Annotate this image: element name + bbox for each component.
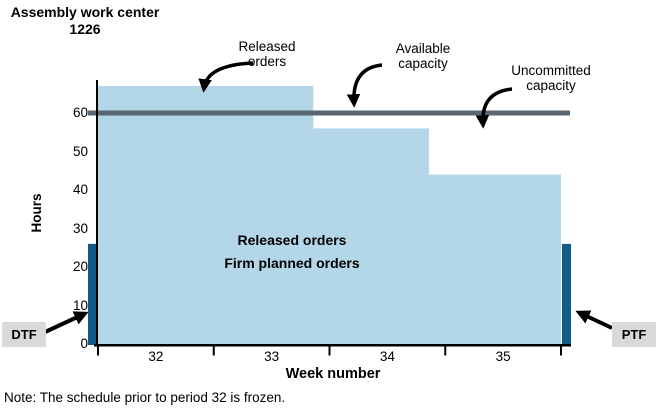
released-firm-orders-area <box>98 86 561 345</box>
x-tick-mark <box>97 346 99 356</box>
chart-title-line1: Assembly work center <box>10 4 160 20</box>
area-label-released-orders: Released orders <box>237 232 347 248</box>
y-tick-label-10: 10 <box>72 297 88 313</box>
y-tick-label-50: 50 <box>72 143 88 159</box>
footnote: Note: The schedule prior to period 32 is… <box>4 390 286 405</box>
y-tick-label-30: 30 <box>72 220 88 236</box>
ptf-arrow <box>575 310 613 330</box>
uncommitted-capacity-annotation: Uncommitted capacity <box>496 63 606 93</box>
y-axis-title: Hours <box>29 193 44 233</box>
released-orders-annotation-line1: Released <box>238 39 296 54</box>
x-tick-mark <box>560 346 562 356</box>
available-capacity-annotation-line2: capacity <box>398 56 448 71</box>
uncommitted-capacity-arrow <box>475 87 513 129</box>
ptf-fence-bar <box>562 243 571 345</box>
x-tick-label-35: 35 <box>495 349 511 364</box>
x-tick-mark <box>328 346 331 356</box>
uncommitted-capacity-annotation-line1: Uncommitted <box>511 63 591 78</box>
x-tick-label-32: 32 <box>148 349 164 364</box>
x-tick-label-33: 33 <box>264 349 280 364</box>
y-tick-label-60: 60 <box>72 105 88 120</box>
available-capacity-line <box>88 110 570 116</box>
chart-geometry <box>88 80 571 356</box>
x-tick-mark <box>212 346 215 356</box>
released-orders-annotation-line2: orders <box>247 54 287 69</box>
dtf-label-box: DTF <box>2 322 46 347</box>
annotation-arrows <box>44 61 613 334</box>
uncommitted-capacity-annotation-line2: capacity <box>526 78 576 93</box>
y-tick-label-20: 20 <box>72 259 88 274</box>
available-capacity-arrow <box>346 63 383 108</box>
released-orders-annotation: Released orders <box>217 39 317 69</box>
x-tick-label-34: 34 <box>379 349 395 364</box>
available-capacity-annotation: Available capacity <box>373 41 473 71</box>
x-tick-mark <box>444 346 447 356</box>
chart-title-line2: 1226 <box>69 21 101 37</box>
y-tick-label-40: 40 <box>72 182 88 197</box>
released-orders-arrow <box>198 61 254 93</box>
dtf-arrow <box>44 311 89 334</box>
chart-title: Assembly work center 1226 <box>4 4 166 38</box>
y-axis-line <box>96 80 98 347</box>
area-inner-label: Released orders Firm planned orders <box>192 229 392 275</box>
x-axis-title: Week number <box>285 366 381 382</box>
area-label-firm-planned-orders: Firm planned orders <box>224 255 360 271</box>
y-tick-label-0: 0 <box>80 336 88 351</box>
ptf-label-box: PTF <box>612 322 656 347</box>
available-capacity-annotation-line1: Available <box>395 41 451 56</box>
x-axis-line <box>94 344 571 347</box>
dtf-fence-bar <box>88 243 97 345</box>
